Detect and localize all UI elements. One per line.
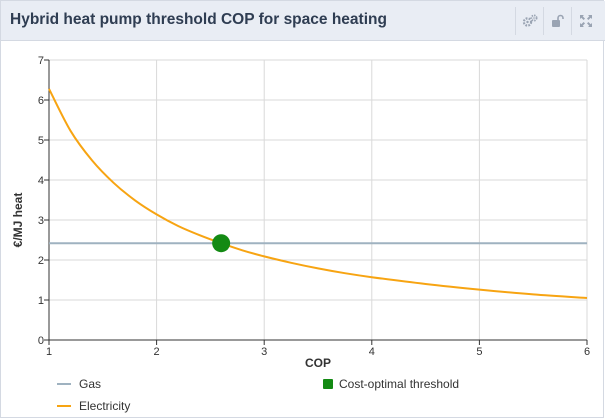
y-tick-label: 3 [38,215,44,227]
x-tick-label: 6 [584,346,590,358]
y-tick-label: 4 [38,175,44,187]
x-axis-label: COP [305,356,331,370]
legend-item-gas[interactable]: Gas [57,377,101,391]
legend: Gas Electricity Cost-optimal threshold [1,373,605,417]
legend-item-threshold[interactable]: Cost-optimal threshold [323,377,459,391]
x-tick-label: 5 [476,346,482,358]
unlock-button[interactable] [543,7,571,35]
settings-icon [522,14,537,27]
legend-swatch-electricity [57,405,71,407]
y-tick-label: 7 [38,55,44,67]
y-tick-label: 0 [38,335,44,347]
unlock-icon [551,14,564,27]
y-axis-label: €/MJ heat [11,193,25,248]
legend-label-threshold: Cost-optimal threshold [339,377,460,391]
settings-button[interactable] [515,7,543,35]
y-tick-label: 5 [38,135,44,147]
fullscreen-icon [579,15,592,27]
panel-header: Hybrid heat pump threshold COP for space… [1,1,605,41]
legend-item-electricity[interactable]: Electricity [57,399,130,413]
fullscreen-button[interactable] [571,7,599,35]
y-tick-label: 1 [38,295,44,307]
panel-title: Hybrid heat pump threshold COP for space… [10,11,387,28]
x-tick-label: 2 [154,346,160,358]
x-tick-label: 4 [369,346,375,358]
series [48,88,588,299]
legend-swatch-threshold [323,379,333,389]
threshold-point [212,234,231,253]
x-tick-label: 3 [261,346,267,358]
panel-toolbar [515,7,599,35]
x-tick-label: 1 [46,346,52,358]
y-tick-label: 6 [38,95,44,107]
grid [49,59,588,340]
y-tick-label: 2 [38,255,44,267]
legend-label-gas: Gas [79,377,102,391]
legend-label-electricity: Electricity [79,399,131,413]
series-line-electricity [48,88,588,299]
legend-swatch-gas [57,383,71,385]
